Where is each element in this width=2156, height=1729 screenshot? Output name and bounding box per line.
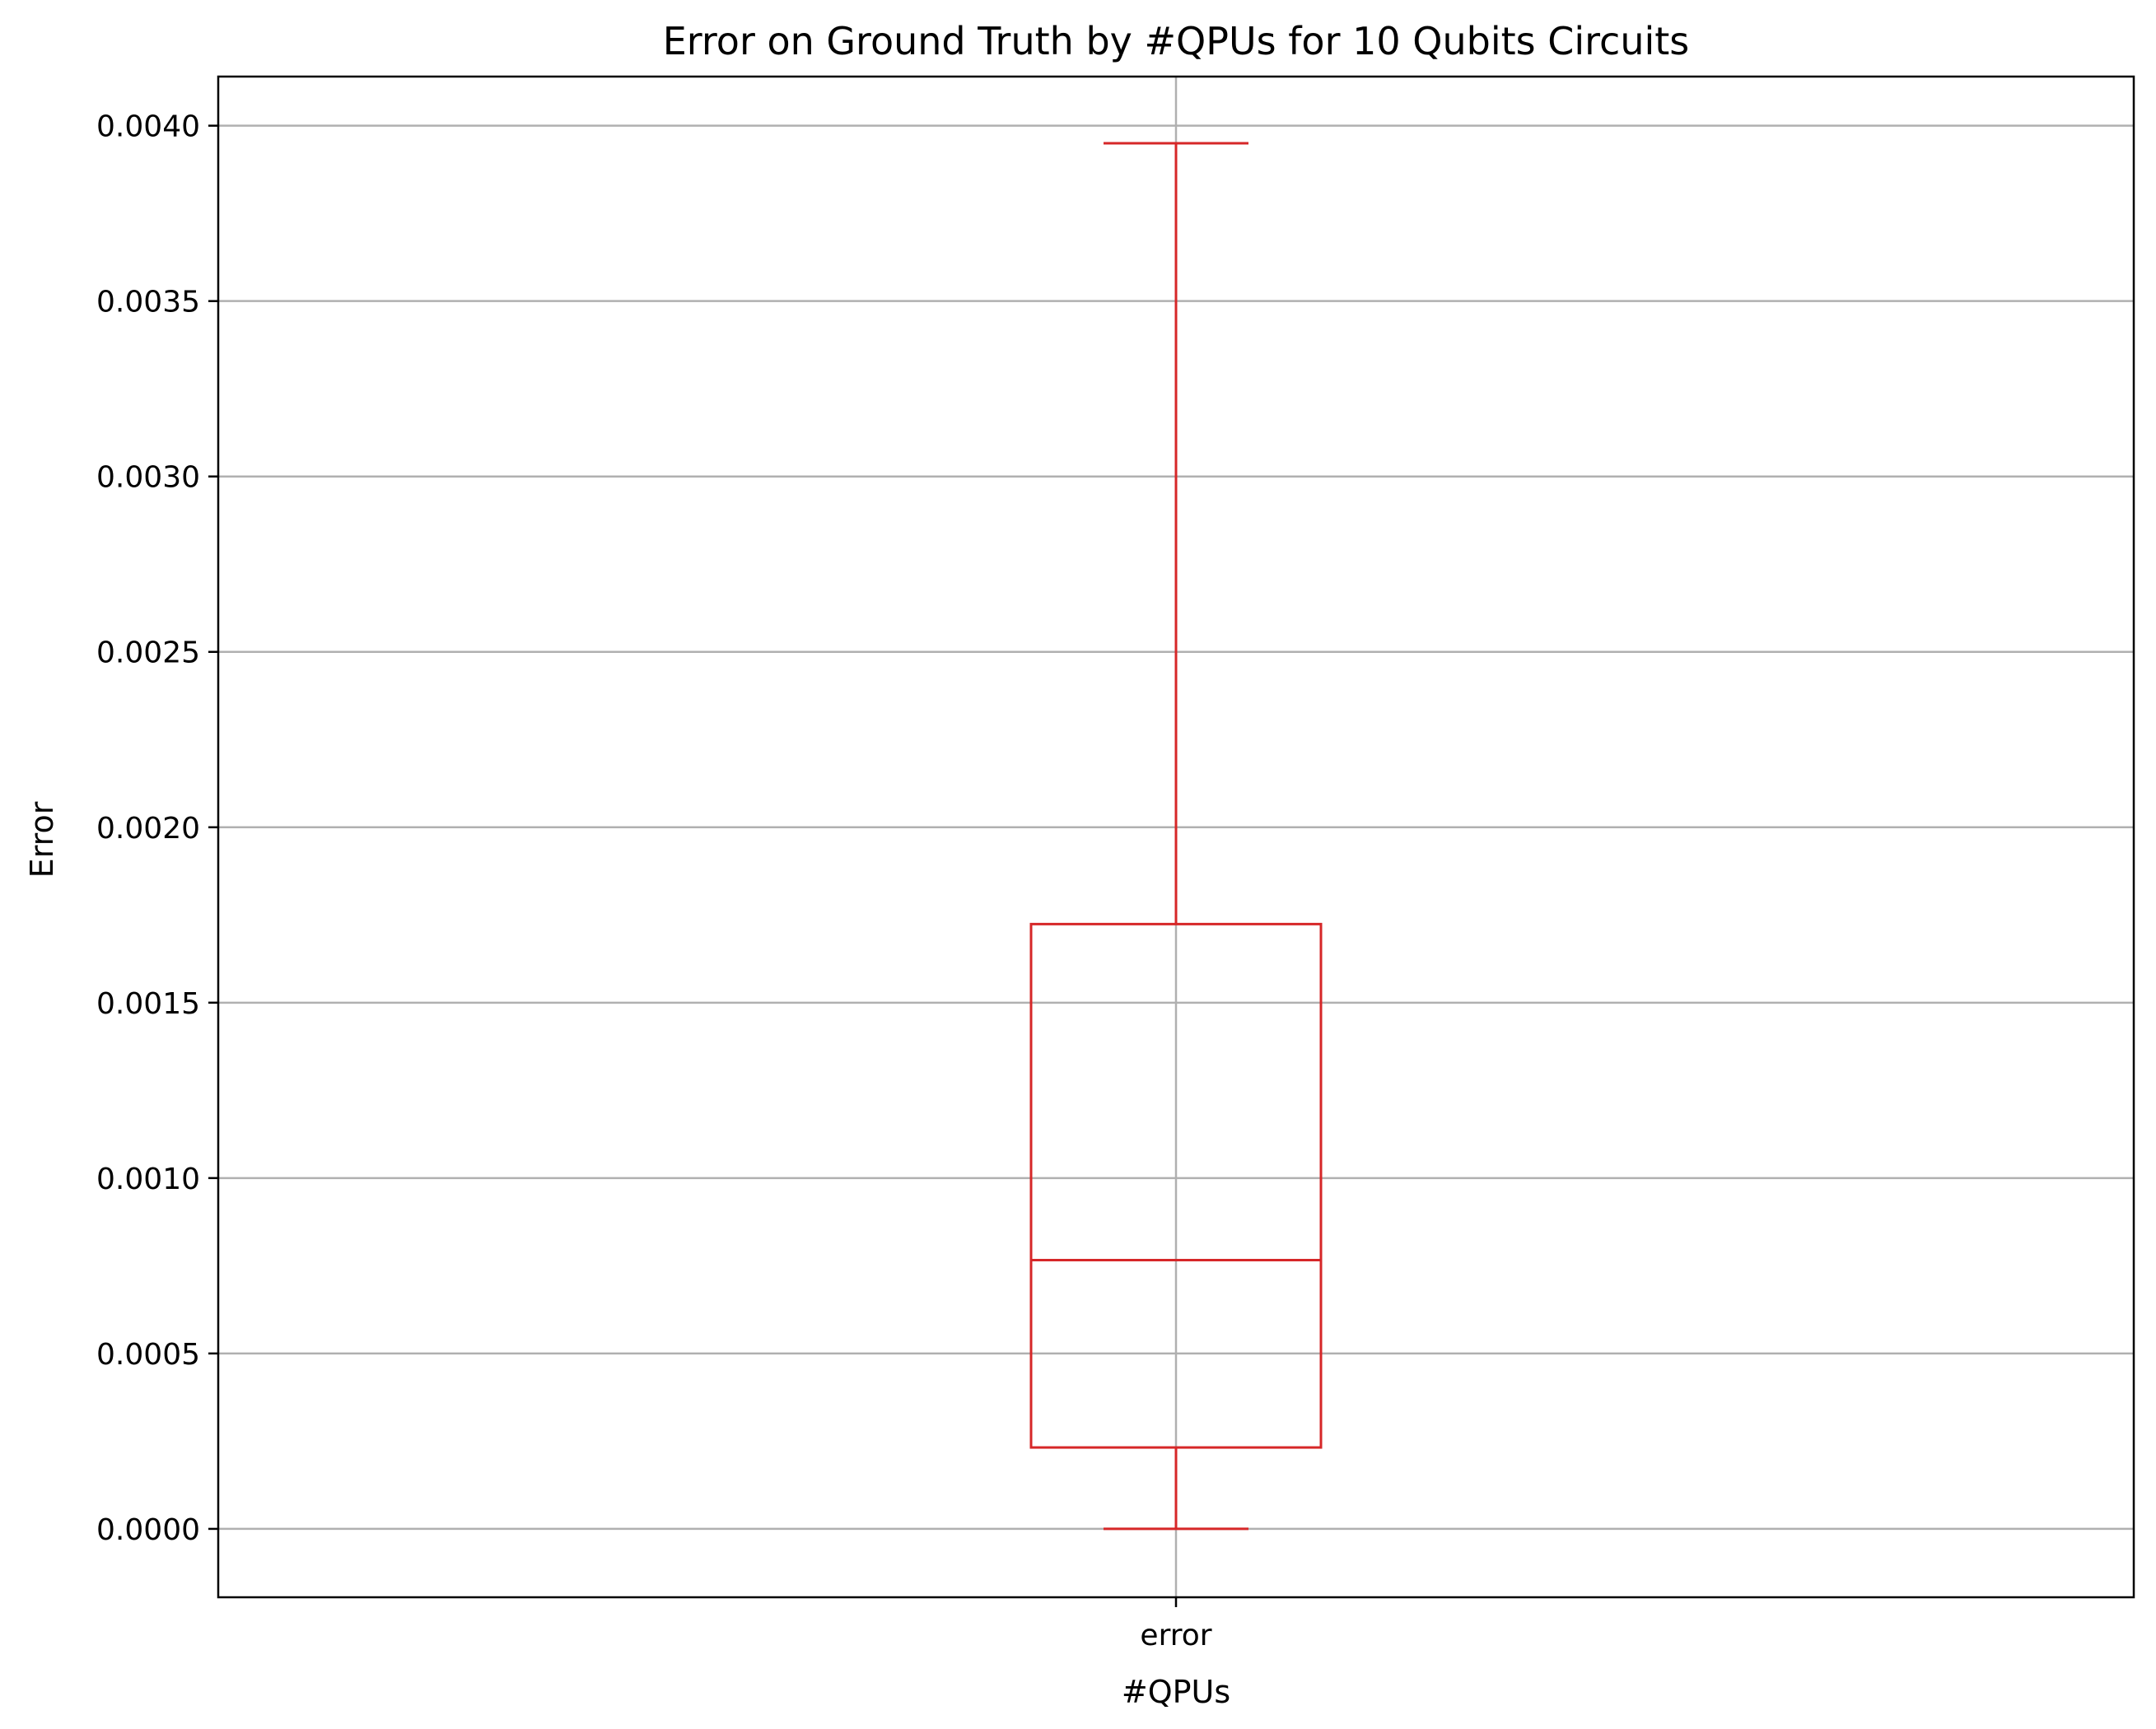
x-tick-label: error [1140, 1619, 1211, 1652]
y-tick-label: 0.0015 [96, 987, 200, 1021]
y-tick-label: 0.0035 [96, 286, 200, 319]
y-tick-label: 0.0030 [96, 461, 200, 495]
y-axis-label: Error [24, 801, 60, 878]
x-axis-ticks: error [1140, 1597, 1212, 1652]
iqr-box [1029, 922, 1323, 1449]
x-axis-label: #QPUs [1122, 1674, 1230, 1710]
plot-elements [1029, 142, 1323, 1531]
y-tick-label: 0.0005 [96, 1338, 200, 1372]
y-tick-label: 0.0040 [96, 110, 200, 144]
chart-title: Error on Ground Truth by #QPUs for 10 Qu… [663, 19, 1690, 63]
y-tick-label: 0.0000 [96, 1513, 200, 1547]
y-tick-label: 0.0025 [96, 636, 200, 670]
y-axis-ticks: 0.0000 0.0005 0.0010 0.0015 0.0020 0.0025 0.00… [96, 110, 218, 1547]
y-tick-label: 0.0020 [96, 812, 200, 846]
y-tick-label: 0.0010 [96, 1163, 200, 1196]
